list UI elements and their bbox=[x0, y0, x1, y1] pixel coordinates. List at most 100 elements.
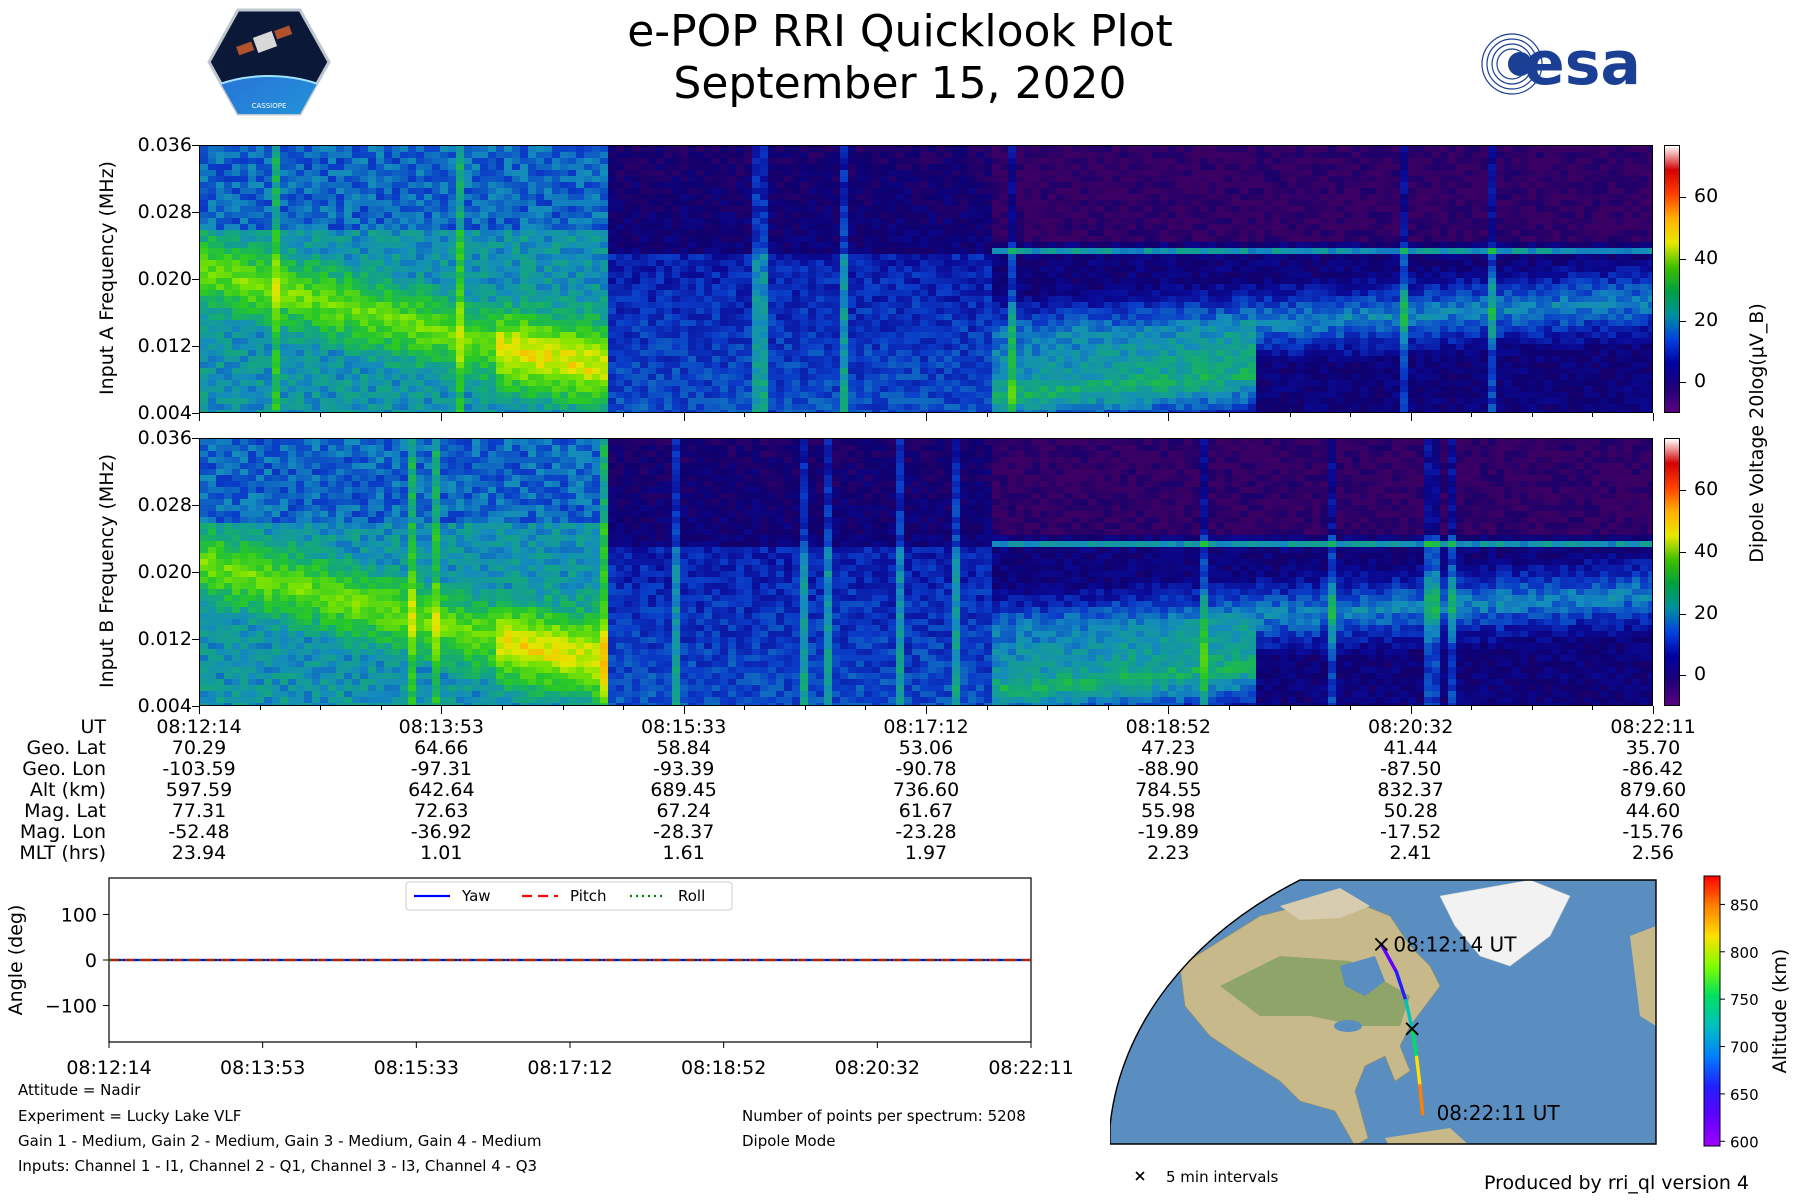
spectrogram-a-cell bbox=[432, 188, 440, 194]
spectrogram-a-cell bbox=[1024, 404, 1032, 410]
spectrogram-a-cell bbox=[200, 392, 208, 398]
spectrogram-a-cell bbox=[936, 206, 944, 212]
spectrogram-a-cell bbox=[288, 260, 296, 266]
spectrogram-a-cell bbox=[832, 188, 840, 194]
spectrogram-a-cell bbox=[312, 260, 320, 266]
spectrogram-a-cell bbox=[232, 152, 240, 158]
spectrogram-a-cell bbox=[968, 326, 976, 332]
spectrogram-a-cell bbox=[992, 284, 1000, 290]
spectrogram-a-cell bbox=[392, 146, 400, 152]
spectrogram-a-cell bbox=[1000, 230, 1008, 236]
spectrogram-a-cell bbox=[840, 224, 848, 230]
spectrogram-a-cell bbox=[792, 326, 800, 332]
spectrogram-a-cell bbox=[512, 344, 520, 350]
spectrogram-a-cell bbox=[1024, 314, 1032, 320]
spectrogram-a-cell bbox=[440, 284, 448, 290]
spectrogram-a-cell bbox=[416, 242, 424, 248]
spectrogram-a-cell bbox=[496, 152, 504, 158]
spectrogram-a-cell bbox=[528, 314, 536, 320]
spectrogram-a-cell bbox=[496, 236, 504, 242]
spectrogram-a-cell bbox=[432, 338, 440, 344]
spectrogram-a-cell bbox=[368, 374, 376, 380]
spectrogram-a-cell bbox=[1072, 302, 1080, 308]
spectrogram-a-cell bbox=[584, 380, 592, 386]
spectrogram-a-cell bbox=[536, 338, 544, 344]
spectrogram-a-cell bbox=[808, 170, 816, 176]
spectrogram-a-cell bbox=[512, 332, 520, 338]
spectrogram-a-cell bbox=[952, 410, 960, 412]
spectrogram-a-cell bbox=[320, 272, 328, 278]
spectrogram-a-cell bbox=[600, 242, 608, 248]
spectrogram-a-cell bbox=[584, 170, 592, 176]
spectrogram-a-cell bbox=[1072, 356, 1080, 362]
spectrogram-a-cell bbox=[1008, 278, 1016, 284]
spectrogram-a-cell bbox=[744, 266, 752, 272]
spectrogram-a-cell bbox=[520, 356, 528, 362]
spectrogram-a-cell bbox=[608, 176, 616, 182]
spectrogram-a-cell bbox=[1016, 164, 1024, 170]
spectrogram-a-cell bbox=[1040, 200, 1048, 206]
spectrogram-a-cell bbox=[392, 194, 400, 200]
spectrogram-a-cell bbox=[272, 146, 280, 152]
spectrogram-a-cell bbox=[584, 152, 592, 158]
spectrogram-a-cell bbox=[512, 278, 520, 284]
spectrogram-a-cell bbox=[672, 164, 680, 170]
spectrogram-a-cell bbox=[992, 404, 1000, 410]
spectrogram-a-cell bbox=[616, 158, 624, 164]
spectrogram-a-cell bbox=[736, 308, 744, 314]
spectrogram-a-cell bbox=[824, 194, 832, 200]
spectrogram-a-cell bbox=[224, 308, 232, 314]
spectrogram-a-cell bbox=[624, 146, 632, 152]
spectrogram-a-cell bbox=[384, 224, 392, 230]
spectrogram-a-cell bbox=[752, 170, 760, 176]
spectrogram-a-cell bbox=[912, 206, 920, 212]
spectrogram-a-cell bbox=[536, 182, 544, 188]
spectrogram-a-cell bbox=[696, 188, 704, 194]
spectrogram-a-cell bbox=[224, 170, 232, 176]
spectrogram-a-cell bbox=[496, 272, 504, 278]
spectrogram-a-cell bbox=[472, 224, 480, 230]
spectrogram-a-cell bbox=[512, 170, 520, 176]
spectrogram-a-cell bbox=[808, 392, 816, 398]
spectrogram-a-cell bbox=[328, 410, 336, 412]
spectrogram-a-cell bbox=[1072, 290, 1080, 296]
spectrogram-a-cell bbox=[256, 284, 264, 290]
spectrogram-a-cell bbox=[1080, 182, 1088, 188]
spectrogram-a-cell bbox=[944, 272, 952, 278]
spectrogram-a-cell bbox=[408, 404, 416, 410]
spectrogram-a-cell bbox=[600, 392, 608, 398]
spectrogram-a-cell bbox=[976, 374, 984, 380]
spectrogram-a-cell bbox=[680, 200, 688, 206]
spectrogram-a-cell bbox=[400, 326, 408, 332]
spectrogram-a-cell bbox=[464, 200, 472, 206]
spectrogram-a-cell bbox=[416, 380, 424, 386]
spectrogram-a-cell bbox=[920, 320, 928, 326]
spectrogram-a-cell bbox=[240, 278, 248, 284]
spectrogram-a-cell bbox=[448, 320, 456, 326]
spectrogram-a-cell bbox=[728, 176, 736, 182]
spectrogram-a-cell bbox=[848, 224, 856, 230]
spectrogram-a-cell bbox=[872, 344, 880, 350]
spectrogram-a-cell bbox=[992, 302, 1000, 308]
spectrogram-a-cell bbox=[832, 236, 840, 242]
spectrogram-a-cell bbox=[792, 272, 800, 278]
spectrogram-a-cell bbox=[952, 338, 960, 344]
spectrogram-a-cell bbox=[336, 332, 344, 338]
spectrogram-a-cell bbox=[680, 320, 688, 326]
spectrogram-a-cell bbox=[288, 314, 296, 320]
spectrogram-a-cell bbox=[872, 236, 880, 242]
spectrogram-a-cell bbox=[240, 410, 248, 412]
spectrogram-a-cell bbox=[1072, 410, 1080, 412]
spectrogram-a-cell bbox=[1080, 374, 1088, 380]
spectrogram-a-cell bbox=[720, 272, 728, 278]
spectrogram-a-cell bbox=[704, 362, 712, 368]
spectrogram-a-cell bbox=[216, 278, 224, 284]
spectrogram-a-cell bbox=[728, 362, 736, 368]
spectrogram-a-cell bbox=[760, 176, 768, 182]
spectrogram-a-cell bbox=[696, 200, 704, 206]
spectrogram-a-cell bbox=[880, 266, 888, 272]
spectrogram-a-cell bbox=[976, 212, 984, 218]
spectrogram-a-cell bbox=[1000, 392, 1008, 398]
spectrogram-a-cell bbox=[392, 392, 400, 398]
spectrogram-a-cell bbox=[416, 146, 424, 152]
